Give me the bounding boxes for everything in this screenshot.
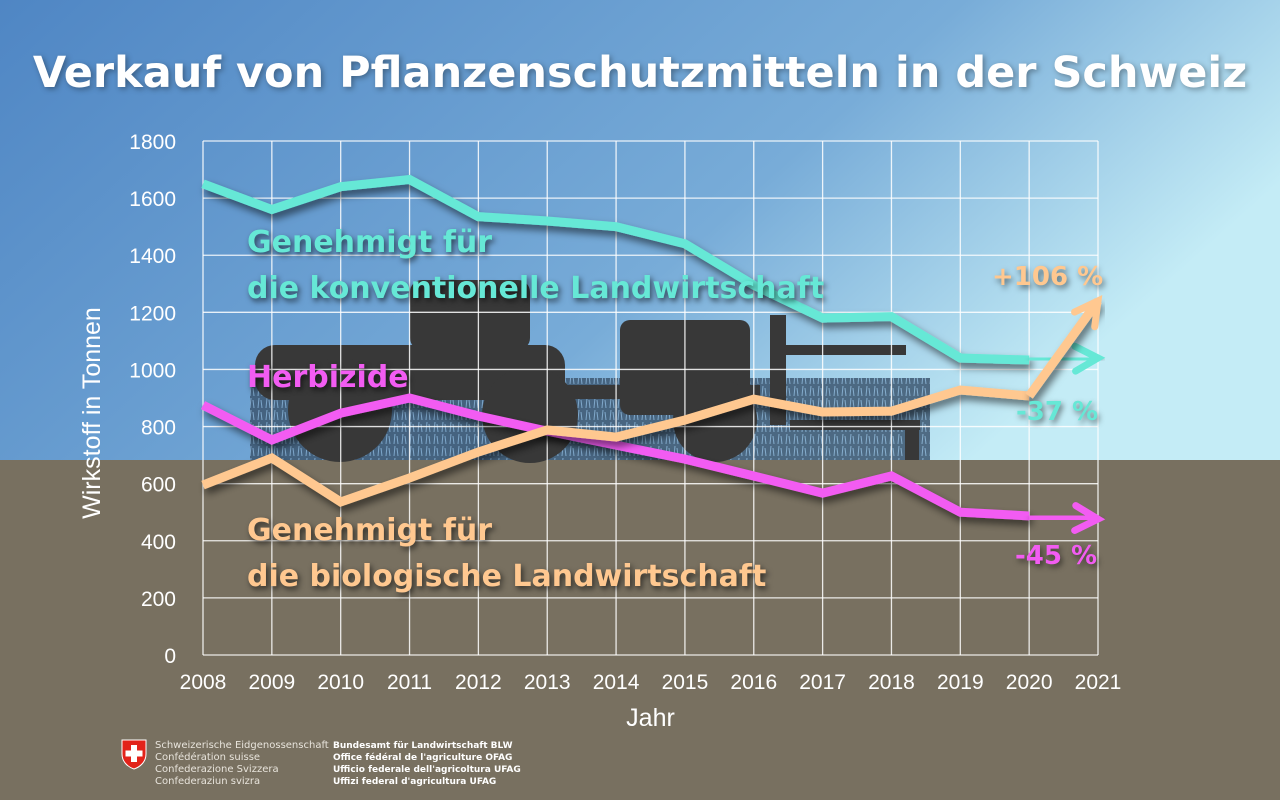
- y-tick-label: 400: [141, 531, 176, 554]
- trend-arrow-1: [1028, 511, 1099, 524]
- arrowhead-icon: [1071, 294, 1103, 331]
- y-tick-label: 1200: [129, 302, 176, 325]
- x-tick-label: 2012: [455, 671, 502, 694]
- footer-line: Confédération suisse: [155, 752, 261, 763]
- x-tick-label: 2010: [317, 671, 364, 694]
- y-tick-label: 1000: [129, 359, 176, 382]
- label-herbicides: Herbizide: [247, 360, 409, 395]
- y-tick-label: 800: [141, 417, 176, 440]
- x-tick-label: 2017: [799, 671, 846, 694]
- office-names: Bundesamt für Landwirtschaft BLW Office …: [333, 740, 521, 788]
- arrowhead-icon: [1071, 342, 1106, 375]
- y-tick-label: 200: [141, 588, 176, 611]
- y-tick-label: 1400: [129, 245, 176, 268]
- label-conventional: Genehmigt für die konventionelle Landwir…: [247, 220, 824, 312]
- series-line-0: [201, 174, 1030, 365]
- x-tick-label: 2020: [1006, 671, 1053, 694]
- footer-line: Uffizi federal d'agricultura UFAG: [333, 777, 497, 787]
- label-line: die biologische Landwirtschaft: [247, 559, 767, 594]
- x-tick-label: 2016: [730, 671, 777, 694]
- y-tick-label: 1800: [129, 131, 176, 154]
- x-tick-label: 2019: [937, 671, 984, 694]
- swiss-crest-icon: [121, 739, 147, 770]
- chart-title: Verkauf von Pflanzenschutzmitteln in der…: [32, 48, 1248, 98]
- footer-line: Ufficio federale dell'agricoltura UFAG: [333, 765, 521, 775]
- label-line: Genehmigt für: [247, 513, 493, 548]
- x-tick-label: 2008: [180, 671, 227, 694]
- x-tick-label: 2011: [387, 671, 432, 694]
- arrowhead-icon: [1071, 502, 1106, 534]
- change-organic: +106 %: [992, 262, 1104, 292]
- footer-line: Office fédéral de l'agriculture OFAG: [333, 753, 513, 763]
- x-axis-label: Jahr: [626, 704, 675, 732]
- footer-line: Bundesamt für Landwirtschaft BLW: [333, 741, 513, 751]
- y-axis-label: Wirkstoff in Tonnen: [78, 307, 106, 519]
- change-conventional: -37 %: [1016, 397, 1099, 427]
- footer-line: Confederazione Svizzera: [155, 764, 279, 775]
- footer-line: Confederaziun svizra: [155, 776, 261, 787]
- y-tick-label: 600: [141, 474, 176, 497]
- y-tick-label: 0: [164, 645, 176, 668]
- trend-arrow-0: [1029, 353, 1099, 365]
- x-tick-label: 2009: [248, 671, 295, 694]
- confederation-names: Schweizerische Eidgenossenschaft Confédé…: [155, 740, 329, 788]
- footer-line: Schweizerische Eidgenossenschaft: [155, 740, 329, 751]
- label-line: Genehmigt für: [247, 225, 493, 260]
- label-organic: Genehmigt für die biologische Landwirtsc…: [247, 508, 766, 600]
- x-tick-label: 2014: [593, 671, 640, 694]
- x-tick-label: 2013: [524, 671, 571, 694]
- x-tick-label: 2021: [1075, 671, 1122, 694]
- x-tick-label: 2015: [662, 671, 709, 694]
- series-line-2: [201, 385, 1030, 507]
- series-line-1: [200, 393, 1030, 521]
- y-tick-label: 1600: [129, 188, 176, 211]
- label-line: die konventionelle Landwirtschaft: [247, 271, 825, 306]
- x-tick-label: 2018: [868, 671, 915, 694]
- trend-arrow-2: [1025, 298, 1102, 399]
- change-herbicides: -45 %: [1015, 541, 1098, 571]
